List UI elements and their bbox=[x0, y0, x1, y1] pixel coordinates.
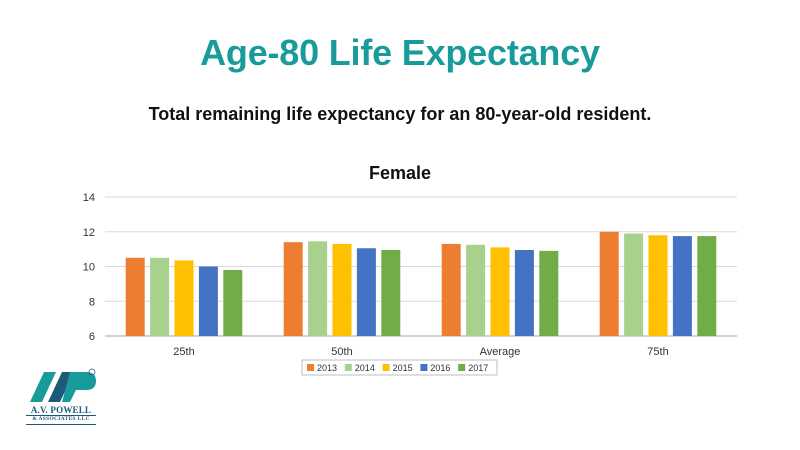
bar-series bbox=[125, 231, 717, 336]
logo-subtitle: & ASSOCIATES LLC bbox=[32, 416, 90, 422]
logo-divider bbox=[26, 424, 96, 425]
bar-2016-75th bbox=[672, 236, 692, 336]
bar-2016-50th bbox=[356, 248, 376, 336]
bar-2017-average bbox=[539, 250, 559, 336]
legend-label-2013: 2013 bbox=[317, 363, 337, 373]
x-axis-ticks: 25th 50th Average 75th bbox=[173, 346, 668, 358]
bar-2013-75th bbox=[599, 231, 619, 336]
bar-2016-25th bbox=[198, 266, 218, 336]
bar-2014-average bbox=[466, 244, 486, 336]
legend-swatch-2014 bbox=[344, 364, 352, 371]
bar-2017-50th bbox=[381, 249, 401, 336]
logo-divider bbox=[26, 415, 96, 416]
legend-label-2016: 2016 bbox=[430, 363, 450, 373]
bar-2017-75th bbox=[697, 236, 717, 336]
legend-swatch-2015 bbox=[382, 364, 390, 371]
legend-label-2017: 2017 bbox=[468, 363, 488, 373]
bar-2014-25th bbox=[150, 257, 170, 336]
logo-name: A.V. POWELL bbox=[30, 405, 92, 415]
x-tick-label: 25th bbox=[173, 346, 194, 358]
bar-2015-average bbox=[490, 247, 510, 336]
slide-title: Age-80 Life Expectancy bbox=[200, 32, 600, 73]
y-tick-label: 14 bbox=[83, 192, 95, 204]
bar-2015-75th bbox=[648, 235, 668, 336]
slide-subtitle: Total remaining life expectancy for an 8… bbox=[148, 104, 652, 124]
legend-swatch-2016 bbox=[420, 364, 428, 371]
x-tick-label: Average bbox=[480, 346, 521, 358]
bar-2014-50th bbox=[308, 241, 328, 336]
x-tick-label: 50th bbox=[331, 346, 352, 358]
legend-swatch-2013 bbox=[307, 364, 314, 371]
bar-2017-25th bbox=[223, 269, 243, 336]
legend-label-2015: 2015 bbox=[393, 363, 413, 373]
bar-2013-50th bbox=[283, 242, 303, 336]
chart-title: Female bbox=[369, 163, 431, 183]
bar-chart: Female 6 8 10 12 14 25th 50th Average 75th 2013… bbox=[83, 163, 737, 376]
y-tick-label: 8 bbox=[89, 296, 95, 308]
bar-2016-average bbox=[514, 249, 534, 336]
y-tick-label: 12 bbox=[83, 227, 95, 239]
legend-swatch-2017 bbox=[458, 364, 466, 371]
y-tick-label: 6 bbox=[89, 331, 95, 343]
avp-logo bbox=[30, 368, 96, 402]
bar-2014-75th bbox=[624, 233, 644, 336]
bar-2015-25th bbox=[174, 260, 194, 336]
legend-label-2014: 2014 bbox=[355, 363, 375, 373]
y-axis-ticks: 6 8 10 12 14 bbox=[83, 192, 95, 343]
x-tick-label: 75th bbox=[647, 346, 668, 358]
bar-2015-50th bbox=[332, 243, 352, 336]
bar-2013-25th bbox=[125, 257, 145, 336]
bar-2013-average bbox=[441, 243, 461, 336]
y-tick-label: 10 bbox=[83, 262, 95, 274]
legend-box bbox=[301, 359, 498, 376]
chart-legend: 2013 2014 2015 2016 2017 bbox=[301, 359, 498, 376]
